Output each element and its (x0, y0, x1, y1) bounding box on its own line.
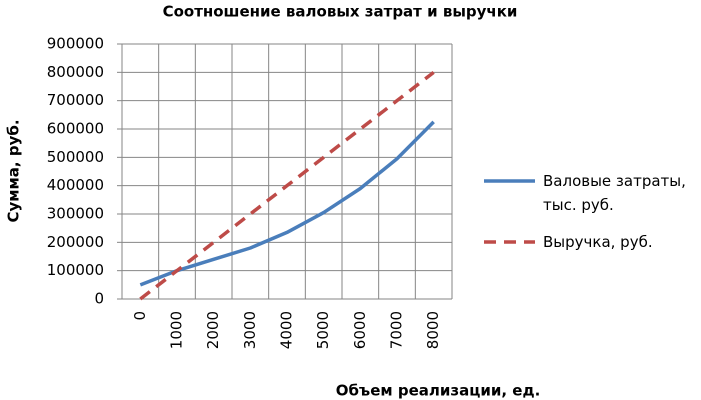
x-tick-label: 8000 (424, 311, 442, 349)
x-tick-label: 5000 (314, 311, 332, 349)
x-tick-label: 7000 (388, 311, 406, 349)
legend-label: Валовые затраты, тыс. руб. (543, 172, 686, 214)
x-axis-title: Объем реализации, ед. (336, 382, 541, 400)
y-tick-label: 400000 (47, 176, 104, 194)
x-tick-label: 2000 (204, 311, 222, 349)
chart-title: Соотношение валовых затрат и выручки (163, 3, 518, 21)
y-tick-label: 0 (94, 290, 104, 308)
y-tick-label: 600000 (47, 120, 104, 138)
series-line (139, 70, 435, 301)
x-tick-label: 6000 (351, 311, 369, 349)
y-tick-label: 700000 (47, 91, 104, 109)
y-tick-label: 500000 (47, 148, 104, 166)
legend-entry: Выручка, руб. (543, 233, 653, 251)
y-tick-label: 300000 (47, 205, 104, 223)
x-tick-label: 1000 (168, 311, 186, 349)
legend-label: Выручка, руб. (543, 233, 653, 251)
y-tick-label: 900000 (47, 35, 104, 53)
y-tick-label: 100000 (47, 261, 104, 279)
y-tick-label: 800000 (47, 63, 104, 81)
x-tick-label: 4000 (278, 311, 296, 349)
legend-entry: Валовые затраты, тыс. руб. (543, 172, 686, 214)
x-tick-label: 3000 (241, 311, 259, 349)
y-axis-title: Сумма, руб. (5, 119, 23, 222)
y-tick-label: 200000 (47, 233, 104, 251)
x-tick-label: 0 (131, 311, 149, 321)
series-line (139, 120, 435, 287)
